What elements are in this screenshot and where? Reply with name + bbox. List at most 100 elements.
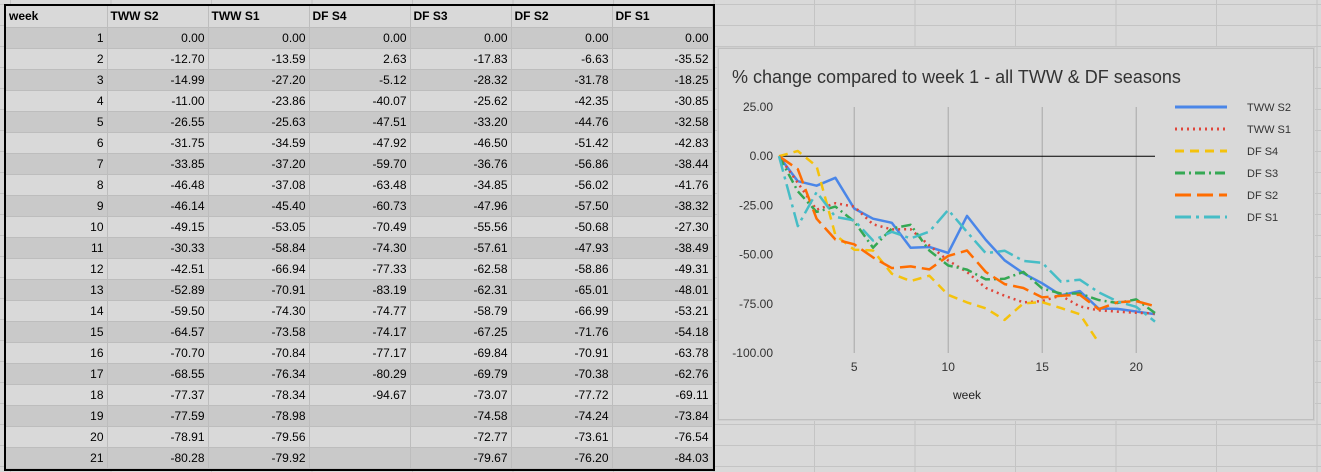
table-cell[interactable]: -34.85 [410, 174, 512, 196]
table-cell[interactable]: -38.49 [612, 237, 713, 259]
table-cell[interactable]: -74.58 [410, 405, 512, 427]
table-cell[interactable]: -67.25 [410, 321, 512, 343]
table-cell[interactable]: -73.07 [410, 384, 512, 406]
table-cell[interactable]: 9 [6, 195, 108, 217]
table-cell[interactable]: 12 [6, 258, 108, 280]
table-cell[interactable]: -62.31 [410, 279, 512, 301]
table-cell[interactable]: -18.25 [612, 69, 713, 91]
table-cell[interactable]: -76.20 [511, 447, 613, 469]
table-cell[interactable]: -42.51 [107, 258, 209, 280]
table-cell[interactable]: 0.00 [208, 27, 310, 49]
table-cell[interactable]: -94.67 [309, 384, 411, 406]
table-cell[interactable]: 17 [6, 363, 108, 385]
table-cell[interactable]: -77.37 [107, 384, 209, 406]
table-cell[interactable]: -30.85 [612, 90, 713, 112]
table-cell[interactable]: 2.63 [309, 48, 411, 70]
table-cell[interactable]: 4 [6, 90, 108, 112]
table-cell[interactable]: -69.84 [410, 342, 512, 364]
table-cell[interactable]: -14.99 [107, 69, 209, 91]
column-header[interactable]: DF S4 [309, 6, 411, 28]
table-cell[interactable]: -31.75 [107, 132, 209, 154]
table-cell[interactable]: -11.00 [107, 90, 209, 112]
table-cell[interactable]: -49.31 [612, 258, 713, 280]
table-cell[interactable]: -47.93 [511, 237, 613, 259]
table-cell[interactable]: -6.63 [511, 48, 613, 70]
table-cell[interactable]: -70.49 [309, 216, 411, 238]
table-cell[interactable]: -47.96 [410, 195, 512, 217]
table-cell[interactable]: -59.70 [309, 153, 411, 175]
table-cell[interactable]: -74.77 [309, 300, 411, 322]
table-cell[interactable]: -66.94 [208, 258, 310, 280]
table-cell[interactable]: -32.58 [612, 111, 713, 133]
table-cell[interactable]: -27.30 [612, 216, 713, 238]
table-cell[interactable]: -70.38 [511, 363, 613, 385]
table-cell[interactable]: -80.29 [309, 363, 411, 385]
table-cell[interactable]: 5 [6, 111, 108, 133]
table-cell[interactable]: -79.92 [208, 447, 310, 469]
table-cell[interactable]: -83.19 [309, 279, 411, 301]
table-cell[interactable]: -76.54 [612, 426, 713, 448]
table-cell[interactable]: -58.79 [410, 300, 512, 322]
table-cell[interactable]: 21 [6, 447, 108, 469]
table-cell[interactable]: -73.58 [208, 321, 310, 343]
table-cell[interactable]: -45.40 [208, 195, 310, 217]
table-cell[interactable]: 19 [6, 405, 108, 427]
table-cell[interactable]: -30.33 [107, 237, 209, 259]
table-cell[interactable]: -27.20 [208, 69, 310, 91]
table-cell[interactable]: -37.08 [208, 174, 310, 196]
table-cell[interactable]: -54.18 [612, 321, 713, 343]
table-cell[interactable]: -12.70 [107, 48, 209, 70]
table-cell[interactable] [309, 405, 411, 427]
table-cell[interactable]: -46.50 [410, 132, 512, 154]
table-cell[interactable]: -26.55 [107, 111, 209, 133]
table-cell[interactable]: -23.86 [208, 90, 310, 112]
table-cell[interactable]: -42.83 [612, 132, 713, 154]
table-cell[interactable]: -77.72 [511, 384, 613, 406]
table-cell[interactable]: 8 [6, 174, 108, 196]
table-cell[interactable]: -80.28 [107, 447, 209, 469]
table-cell[interactable]: -70.91 [511, 342, 613, 364]
table-cell[interactable]: -65.01 [511, 279, 613, 301]
column-header[interactable]: week [6, 6, 108, 28]
table-cell[interactable]: -38.32 [612, 195, 713, 217]
table-cell[interactable]: -38.44 [612, 153, 713, 175]
table-cell[interactable]: -70.91 [208, 279, 310, 301]
table-cell[interactable]: -34.59 [208, 132, 310, 154]
table-cell[interactable]: -77.59 [107, 405, 209, 427]
table-cell[interactable]: -84.03 [612, 447, 713, 469]
table-cell[interactable]: -52.89 [107, 279, 209, 301]
table-cell[interactable]: -69.79 [410, 363, 512, 385]
chart-container[interactable]: % change compared to week 1 - all TWW & … [718, 48, 1314, 420]
table-cell[interactable]: -78.91 [107, 426, 209, 448]
table-cell[interactable]: 0.00 [511, 27, 613, 49]
table-cell[interactable]: 13 [6, 279, 108, 301]
table-cell[interactable]: -60.73 [309, 195, 411, 217]
table-cell[interactable]: -51.42 [511, 132, 613, 154]
table-cell[interactable]: -77.17 [309, 342, 411, 364]
table-cell[interactable]: -74.24 [511, 405, 613, 427]
table-cell[interactable]: -56.02 [511, 174, 613, 196]
table-cell[interactable]: -46.48 [107, 174, 209, 196]
table-cell[interactable]: -46.14 [107, 195, 209, 217]
table-cell[interactable] [309, 426, 411, 448]
table-cell[interactable]: 0.00 [410, 27, 512, 49]
table-cell[interactable]: -47.92 [309, 132, 411, 154]
table-cell[interactable]: -63.48 [309, 174, 411, 196]
table-cell[interactable]: -79.67 [410, 447, 512, 469]
table-cell[interactable]: -41.76 [612, 174, 713, 196]
table-cell[interactable]: -58.86 [511, 258, 613, 280]
table-cell[interactable]: -25.62 [410, 90, 512, 112]
table-cell[interactable]: 14 [6, 300, 108, 322]
table-cell[interactable]: -78.98 [208, 405, 310, 427]
table-cell[interactable]: 6 [6, 132, 108, 154]
table-cell[interactable]: -66.99 [511, 300, 613, 322]
table-cell[interactable]: -70.70 [107, 342, 209, 364]
table-cell[interactable]: -72.77 [410, 426, 512, 448]
table-cell[interactable]: -50.68 [511, 216, 613, 238]
table-cell[interactable]: -28.32 [410, 69, 512, 91]
table-cell[interactable]: 2 [6, 48, 108, 70]
table-cell[interactable]: -68.55 [107, 363, 209, 385]
table-cell[interactable]: -56.86 [511, 153, 613, 175]
table-cell[interactable]: 0.00 [612, 27, 713, 49]
table-cell[interactable]: -76.34 [208, 363, 310, 385]
